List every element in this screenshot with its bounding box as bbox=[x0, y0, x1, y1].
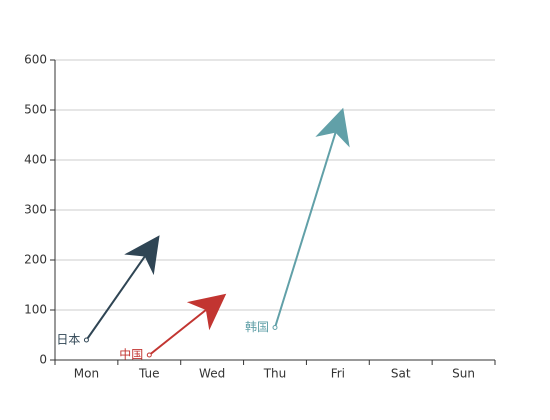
x-tick-label: Thu bbox=[263, 367, 287, 381]
line bbox=[148, 304, 213, 356]
line bbox=[85, 249, 151, 341]
y-tick-label: 100 bbox=[24, 303, 47, 317]
series-label: 日本 bbox=[56, 333, 80, 347]
point bbox=[83, 337, 89, 343]
x-tick-label: Mon bbox=[74, 367, 99, 381]
y-tick-label: 600 bbox=[24, 53, 47, 67]
x-tick-label: Sat bbox=[391, 367, 411, 381]
series-label: 中国 bbox=[119, 347, 143, 362]
x-tick-label: Wed bbox=[199, 367, 225, 381]
y-tick-label: 400 bbox=[24, 153, 47, 167]
arrow-head bbox=[315, 107, 350, 148]
point bbox=[272, 325, 278, 330]
x-tick-label: Tue bbox=[138, 367, 160, 381]
y-tick-label: 0 bbox=[39, 353, 47, 367]
x-tick-label: Fri bbox=[331, 367, 345, 381]
y-tick-label: 500 bbox=[24, 103, 47, 117]
point bbox=[146, 352, 152, 358]
arrow-head bbox=[124, 235, 160, 276]
arrow-head bbox=[186, 293, 227, 331]
series-label: 韩国 bbox=[245, 319, 269, 334]
line bbox=[274, 124, 339, 328]
y-tick-label: 300 bbox=[24, 203, 47, 217]
x-tick-label: Sun bbox=[452, 367, 475, 381]
y-tick-label: 200 bbox=[24, 253, 47, 267]
